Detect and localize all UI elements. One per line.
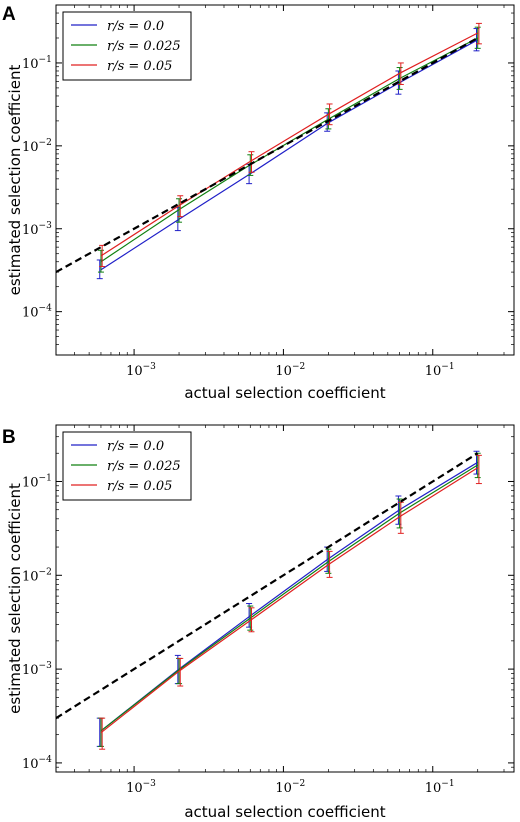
- y-tick-label: 10−3: [22, 661, 52, 678]
- error-bar: [248, 607, 255, 633]
- reference-line: [56, 37, 479, 274]
- legend-label: r/s = 0.025: [107, 39, 181, 54]
- x-tick-exponent: −1: [441, 779, 454, 789]
- x-tick-exponent: −3: [143, 362, 157, 372]
- legend-label: r/s = 0.05: [107, 59, 172, 74]
- y-tick-label: 10−2: [22, 138, 52, 155]
- plot-area: [56, 22, 482, 280]
- x-tick-exponent: −3: [143, 779, 157, 789]
- x-tick-exponent: −2: [292, 362, 305, 372]
- y-axis-label: estimated selection coefficient: [6, 65, 24, 296]
- y-axis-label: estimated selection coefficient: [6, 483, 24, 714]
- error-bar: [97, 249, 104, 273]
- y-tick-exponent: −1: [39, 473, 52, 483]
- x-tick-base: 10: [126, 781, 143, 796]
- legend-box: [62, 431, 192, 501]
- error-bar: [474, 26, 481, 49]
- legend-label: r/s = 0.05: [107, 479, 172, 494]
- x-tick-label: 10−1: [425, 779, 455, 796]
- plot-area: [56, 450, 482, 750]
- error-bar: [177, 195, 184, 218]
- y-tick-exponent: −2: [39, 567, 52, 577]
- x-tick-label: 10−3: [126, 779, 156, 796]
- error-bar: [397, 501, 404, 534]
- x-tick-base: 10: [126, 364, 143, 379]
- y-tick-exponent: −4: [39, 304, 53, 314]
- x-tick-label: 10−2: [275, 779, 305, 796]
- error-bar: [397, 62, 404, 85]
- x-tick-base: 10: [275, 364, 292, 379]
- x-tick-base: 10: [425, 364, 442, 379]
- y-tick-label: 10−2: [22, 567, 52, 584]
- y-tick-exponent: −4: [39, 755, 53, 765]
- error-bar: [99, 717, 106, 750]
- y-tick-base: 10: [22, 57, 39, 72]
- y-tick-label: 10−3: [22, 221, 52, 238]
- x-tick-label: 10−1: [425, 362, 455, 379]
- panel-a: A actual selection coefficient estimated…: [2, 4, 515, 402]
- error-bar: [248, 151, 255, 173]
- panel-label: B: [2, 427, 16, 448]
- y-tick-base: 10: [22, 569, 39, 584]
- plot-frame: [55, 4, 515, 356]
- error-bar: [176, 198, 183, 223]
- x-axis-label: actual selection coefficient: [184, 803, 385, 821]
- y-tick-label: 10−1: [22, 55, 52, 72]
- x-tick-exponent: −2: [292, 779, 305, 789]
- series-line: [100, 467, 479, 734]
- x-tick-base: 10: [275, 781, 292, 796]
- y-tick-base: 10: [22, 140, 39, 155]
- error-bar: [247, 605, 254, 631]
- error-bar: [396, 67, 403, 90]
- series-line: [100, 464, 479, 732]
- y-tick-exponent: −3: [39, 221, 53, 231]
- series-line: [100, 32, 478, 257]
- x-tick-label: 10−2: [275, 362, 305, 379]
- error-bar: [326, 550, 333, 578]
- x-tick-base: 10: [425, 781, 442, 796]
- x-tick-label: 10−3: [126, 362, 156, 379]
- y-tick-exponent: −3: [39, 661, 53, 671]
- x-axis-label: actual selection coefficient: [184, 384, 385, 402]
- panel-b: B actual selection coefficient estimated…: [2, 424, 515, 821]
- error-bar: [325, 548, 332, 574]
- y-tick-label: 10−4: [22, 755, 52, 772]
- y-tick-base: 10: [22, 475, 39, 490]
- y-tick-base: 10: [22, 663, 39, 678]
- error-bar: [475, 454, 482, 485]
- y-tick-label: 10−1: [22, 473, 52, 490]
- legend-label: r/s = 0.0: [107, 439, 164, 454]
- y-tick-base: 10: [22, 223, 39, 238]
- y-tick-base: 10: [22, 757, 39, 772]
- panel-label: A: [2, 4, 16, 25]
- reference-line: [56, 452, 479, 720]
- minor-ticks: [56, 5, 514, 355]
- legend-box: [62, 11, 192, 81]
- error-bar: [475, 22, 482, 45]
- legend-label: r/s = 0.0: [107, 19, 164, 34]
- legend: r/s = 0.0 r/s = 0.025 r/s = 0.05: [62, 11, 192, 81]
- error-bar: [177, 657, 184, 687]
- y-tick-exponent: −2: [39, 138, 52, 148]
- y-tick-exponent: −1: [39, 55, 52, 65]
- error-bar: [396, 498, 403, 529]
- legend-label: r/s = 0.025: [107, 459, 181, 474]
- series-line: [100, 39, 478, 271]
- y-tick-base: 10: [22, 306, 39, 321]
- y-tick-label: 10−4: [22, 304, 52, 321]
- error-bar: [325, 108, 332, 130]
- legend: r/s = 0.0 r/s = 0.025 r/s = 0.05: [62, 431, 192, 501]
- x-tick-exponent: −1: [441, 362, 454, 372]
- plot-frame: [55, 424, 515, 773]
